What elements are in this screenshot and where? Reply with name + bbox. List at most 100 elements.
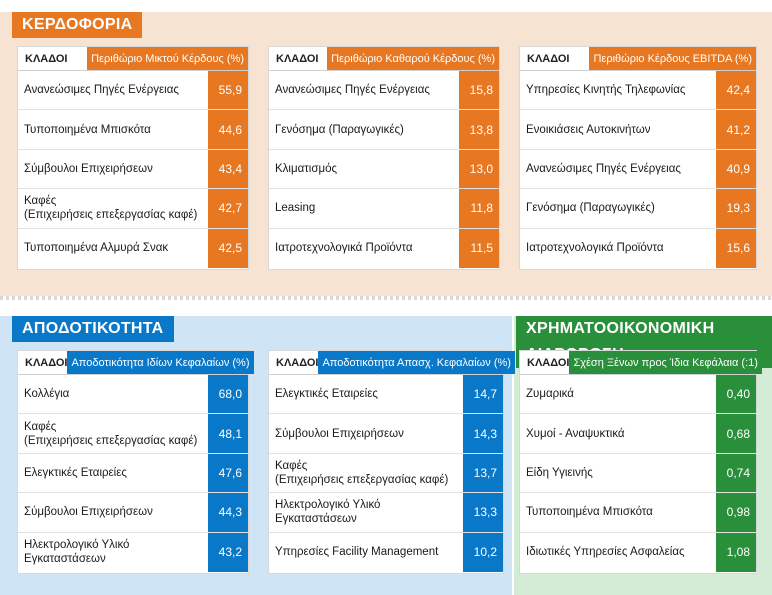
sector-value: 47,6	[208, 453, 248, 493]
sector-value: 44,6	[208, 110, 248, 149]
table-header: ΚΛΑΔΟΙ Περιθώριο Καθαρού Κέρδους (%)	[269, 47, 499, 71]
column-label: ΚΛΑΔΟΙ	[527, 356, 570, 369]
sector-name-line2: (Επιχειρήσεις επεξεργασίας καφέ)	[24, 209, 198, 222]
sector-name: Ιδιωτικές Υπηρεσίες Ασφαλείας	[526, 546, 685, 559]
sector-name: Υπηρεσίες Κινητής Τηλεφωνίας	[526, 84, 686, 97]
sector-name-line2: (Επιχειρήσεις επεξεργασίας καφέ)	[275, 473, 449, 486]
profitability-title: ΚΕΡΔΟΦΟΡΙΑ	[12, 12, 143, 38]
metric-label: Περιθώριο Μικτού Κέρδους (%)	[87, 47, 248, 70]
sector-value: 14,3	[463, 414, 503, 453]
sector-value: 10,2	[463, 532, 503, 572]
sector-name: Καφές (Επιχειρήσεις επεξεργασίας καφέ)	[18, 189, 208, 227]
sector-name: Σύμβουλοι Επιχειρήσεων	[24, 162, 153, 175]
sector-value: 13,8	[459, 110, 499, 149]
ebitda-margin-table: ΚΛΑΔΟΙ Περιθώριο Κέρδους EBITDA (%) Υπηρεσ…	[519, 46, 757, 270]
sector-name: Τυποποιημένα Αλμυρά Σνακ	[24, 242, 169, 255]
sector-name: Ανανεώσιμες Πηγές Ενέργειας	[24, 84, 179, 97]
sector-value: 68,0	[208, 375, 248, 414]
sector-value: 14,7	[463, 375, 503, 414]
column-label: ΚΛΑΔΟΙ	[527, 52, 570, 65]
metric-label: Περιθώριο Καθαρού Κέρδους (%)	[327, 47, 499, 70]
sector-value: 44,3	[208, 493, 248, 532]
table-header: ΚΛΑΔΟΙ Σχέση Ξένων προς Ίδια Κεφάλαια (:1…	[520, 351, 762, 375]
sector-value: 42,4	[716, 71, 756, 110]
sector-value: 41,2	[716, 110, 756, 149]
column-label: ΚΛΑΔΟΙ	[25, 52, 68, 65]
sector-name: Γενόσημα (Παραγωγικές)	[526, 202, 655, 215]
table-row: Ανανεώσιμες Πηγές Ενέργειας 15,8	[269, 71, 499, 111]
sector-value: 19,3	[716, 189, 756, 228]
table-row: Καφές (Επιχειρήσεις επεξεργασίας καφέ) 13,…	[269, 453, 503, 494]
sector-name: Σύμβουλοι Επιχειρήσεων	[24, 506, 153, 519]
sector-name: Καφές (Επιχειρήσεις επεξεργασίας καφέ)	[18, 414, 208, 452]
column-label: ΚΛΑΔΟΙ	[25, 356, 68, 369]
sector-value: 42,5	[208, 228, 248, 268]
table-header: ΚΛΑΔΟΙ Περιθώριο Κέρδους EBITDA (%)	[520, 47, 756, 71]
sector-name-line1: Καφές	[275, 459, 308, 472]
table-row: Ιατροτεχνολογικά Προϊόντα 15,6	[520, 228, 756, 268]
sector-value: 13,0	[459, 149, 499, 189]
table-row: Καφές (Επιχειρήσεις επεξεργασίας καφέ) 42,…	[18, 189, 248, 229]
sector-name: Χυμοί - Αναψυκτικά	[526, 427, 625, 440]
sector-value: 40,9	[716, 149, 756, 189]
table-row: Σύμβουλοι Επιχειρήσεων 43,4	[18, 149, 248, 190]
debt-equity-table: ΚΛΑΔΟΙ Σχέση Ξένων προς Ίδια Κεφάλαια (:1…	[519, 350, 762, 574]
sector-name-line2: (Επιχειρήσεις επεξεργασίας καφέ)	[24, 434, 198, 447]
roce-table: ΚΛΑΔΟΙ Αποδοτικότητα Απασχ. Κεφαλαίων (%)…	[268, 350, 515, 574]
table-header: ΚΛΑΔΟΙ Αποδοτικότητα Ιδίων Κεφαλαίων (%)	[18, 351, 254, 375]
column-label: ΚΛΑΔΟΙ	[276, 356, 319, 369]
sector-value: 15,6	[716, 228, 756, 268]
table-row: Είδη Υγιεινής 0,74	[520, 453, 756, 494]
table-row: Ηλεκτρολογικό Υλικό Εγκαταστάσεων 13,3	[269, 493, 503, 533]
sector-name: Ανανεώσιμες Πηγές Ενέργειας	[275, 84, 430, 97]
sector-name: Ιατροτεχνολογικά Προϊόντα	[275, 242, 413, 255]
sector-value: 42,7	[208, 189, 248, 228]
gross-margin-table: ΚΛΑΔΟΙ Περιθώριο Μικτού Κέρδους (%) Ανανεώ…	[17, 46, 249, 270]
sector-name: Κολλέγια	[24, 388, 70, 401]
sector-name: Κλιματισμός	[275, 162, 338, 175]
table-row: Ιατροτεχνολογικά Προϊόντα 11,5	[269, 228, 499, 268]
sector-name: Είδη Υγιεινής	[526, 466, 593, 479]
sector-value: 48,1	[208, 414, 248, 453]
sector-value: 13,3	[463, 493, 503, 532]
sector-name: Σύμβουλοι Επιχειρήσεων	[275, 427, 404, 440]
table-row: Γενόσημα (Παραγωγικές) 19,3	[520, 189, 756, 229]
table-row: Ανανεώσιμες Πηγές Ενέργειας 55,9	[18, 71, 248, 111]
sector-name: Ζυμαρικά	[526, 388, 574, 401]
sector-name: Ενοικιάσεις Αυτοκινήτων	[526, 123, 651, 136]
table-row: Υπηρεσίες Facility Management 10,2	[269, 532, 503, 572]
table-header: ΚΛΑΔΟΙ Αποδοτικότητα Απασχ. Κεφαλαίων (%)	[269, 351, 515, 375]
sector-name: Ελεγκτικές Εταιρείες	[275, 388, 378, 401]
table-row: Κλιματισμός 13,0	[269, 149, 499, 190]
table-row: Σύμβουλοι Επιχειρήσεων 14,3	[269, 414, 503, 454]
sector-name: Leasing	[275, 202, 316, 215]
table-row: Γενόσημα (Παραγωγικές) 13,8	[269, 110, 499, 150]
metric-label: Αποδοτικότητα Απασχ. Κεφαλαίων (%)	[318, 351, 515, 374]
table-row: Τυποποιημένα Μπισκότα 0,98	[520, 493, 756, 533]
sector-value: 55,9	[208, 71, 248, 110]
table-row: Χυμοί - Αναψυκτικά 0,68	[520, 414, 756, 454]
sector-value: 11,8	[459, 189, 499, 228]
table-row: Τυποποιημένα Αλμυρά Σνακ 42,5	[18, 228, 248, 268]
sector-name: Τυποποιημένα Μπισκότα	[526, 506, 653, 519]
sector-value: 0,74	[716, 453, 756, 493]
sector-name-line1: Καφές	[24, 195, 57, 208]
table-row: Ανανεώσιμες Πηγές Ενέργειας 40,9	[520, 149, 756, 190]
sector-name: Ελεγκτικές Εταιρείες	[24, 466, 127, 479]
metric-label: Περιθώριο Κέρδους EBITDA (%)	[589, 47, 756, 70]
metric-label: Αποδοτικότητα Ιδίων Κεφαλαίων (%)	[67, 351, 254, 374]
sector-name: Ηλεκτρολογικό Υλικό Εγκαταστάσεων	[275, 499, 381, 526]
table-row: Leasing 11,8	[269, 189, 499, 229]
table-row: Ελεγκτικές Εταιρείες 47,6	[18, 453, 248, 494]
sector-name: Καφές (Επιχειρήσεις επεξεργασίας καφέ)	[269, 454, 463, 492]
table-row: Υπηρεσίες Κινητής Τηλεφωνίας 42,4	[520, 71, 756, 111]
sector-value: 13,7	[463, 453, 503, 493]
table-row: Καφές (Επιχειρήσεις επεξεργασίας καφέ) 48,…	[18, 414, 248, 454]
roe-table: ΚΛΑΔΟΙ Αποδοτικότητα Ιδίων Κεφαλαίων (%) Κ…	[17, 350, 254, 574]
sector-name: Ιατροτεχνολογικά Προϊόντα	[526, 242, 664, 255]
metric-label: Σχέση Ξένων προς Ίδια Κεφάλαια (:1)	[569, 351, 762, 374]
sector-value: 0,40	[716, 375, 756, 414]
sector-value: 15,8	[459, 71, 499, 110]
sector-name: Ηλεκτρολογικό Υλικό Εγκαταστάσεων	[24, 539, 130, 566]
sector-value: 0,98	[716, 493, 756, 532]
